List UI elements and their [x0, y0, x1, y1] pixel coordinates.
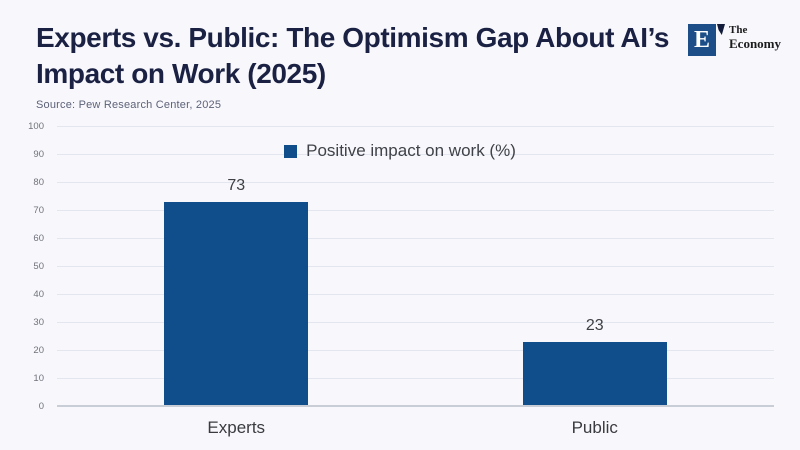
bar-public — [522, 341, 667, 405]
logo-word-economy: Economy — [729, 36, 781, 51]
y-tick-90: 90 — [33, 148, 44, 160]
bar-experts — [164, 201, 309, 405]
gridline-10 — [57, 378, 774, 379]
category-label-experts: Experts — [207, 418, 266, 437]
gridline-20 — [57, 350, 774, 351]
title-line-2: Impact on Work (2025) — [36, 58, 326, 89]
gridline-60 — [57, 238, 774, 239]
value-label-experts: 73 — [227, 176, 246, 194]
logo-letter: E — [693, 27, 710, 53]
category-label-public: Public — [571, 418, 618, 437]
gridline-80 — [57, 182, 774, 183]
gridline-90 — [57, 154, 774, 155]
legend-label: Positive impact on work (%) — [306, 141, 516, 160]
bar-chart: 73 Experts 23 Public — [57, 126, 774, 437]
y-tick-20: 20 — [33, 344, 44, 356]
y-tick-80: 80 — [33, 176, 44, 188]
y-tick-70: 70 — [33, 204, 44, 216]
gridline-30 — [57, 322, 774, 323]
y-tick-0: 0 — [38, 400, 44, 412]
logo-word-the: The — [729, 24, 748, 36]
y-tick-40: 40 — [33, 288, 44, 300]
gridline-0 — [57, 405, 774, 407]
chart-legend: Positive impact on work (%) — [0, 141, 800, 161]
value-label-public: 23 — [585, 316, 604, 334]
gridline-70 — [57, 210, 774, 211]
logo-apostrophe-icon — [717, 24, 725, 35]
page-title: Experts vs. Public: The Optimism Gap Abo… — [36, 20, 681, 92]
y-tick-10: 10 — [33, 372, 44, 384]
logo-e-icon: E — [688, 24, 725, 56]
y-tick-30: 30 — [33, 316, 44, 328]
source-note: Source: Pew Research Center, 2025 — [36, 99, 222, 111]
legend-swatch-icon — [284, 144, 298, 158]
logo-wordmark: The Economy — [729, 24, 781, 51]
y-tick-50: 50 — [33, 260, 44, 272]
gridline-40 — [57, 294, 774, 295]
y-axis: 0 10 20 30 40 50 60 70 80 90 100 — [0, 121, 50, 412]
gridline-100 — [57, 126, 774, 127]
y-tick-100: 100 — [28, 120, 44, 132]
the-economy-logo: E The Economy — [688, 24, 781, 56]
y-tick-60: 60 — [33, 232, 44, 244]
title-line-1: Experts vs. Public: The Optimism Gap Abo… — [36, 22, 670, 53]
gridline-50 — [57, 266, 774, 267]
